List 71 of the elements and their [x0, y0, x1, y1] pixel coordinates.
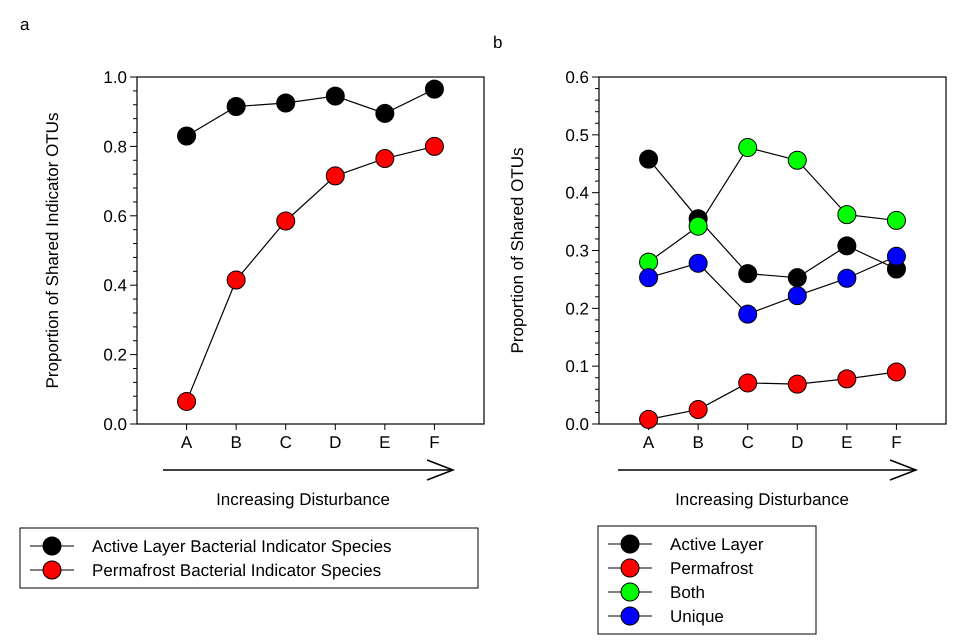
point [788, 374, 807, 394]
chart-title: a [20, 15, 30, 34]
point [639, 268, 658, 288]
legend-label: Permafrost Bacterial Indicator Species [92, 560, 382, 580]
point [639, 150, 658, 169]
y-tick-label: 0.0 [103, 414, 127, 434]
point [177, 392, 196, 411]
y-tick-label: 0.1 [565, 357, 589, 376]
y-axis-title: Proportion of Shared OTUs [508, 148, 527, 354]
point [276, 94, 296, 113]
point [738, 264, 758, 284]
y-tick-label: 0.8 [103, 137, 127, 156]
point [276, 212, 296, 230]
x-axis-title: Increasing Disturbance [216, 490, 390, 509]
point [738, 304, 758, 324]
point [688, 400, 708, 420]
x-tick-label: E [379, 433, 391, 452]
x-tick-label: D [791, 433, 804, 452]
point [886, 362, 906, 382]
point [177, 126, 196, 146]
legend-label: Both [670, 582, 705, 602]
point [738, 373, 758, 392]
point [639, 410, 658, 429]
x-tick-label: C [280, 433, 292, 452]
point [424, 136, 444, 156]
legend-label: Unique [670, 606, 724, 626]
x-axis-title: Increasing Disturbance [675, 490, 849, 509]
point [688, 254, 708, 273]
point [837, 268, 856, 288]
legend-label: Permafrost [670, 558, 754, 578]
point [424, 80, 444, 99]
point [639, 252, 658, 272]
point [326, 86, 345, 106]
x-tick-label: C [742, 433, 754, 452]
point [326, 166, 345, 186]
y-tick-label: 0.2 [565, 299, 589, 318]
point [837, 205, 856, 224]
y-tick-label: 0.0 [565, 414, 589, 434]
x-tick-label: E [841, 433, 853, 452]
point [738, 138, 758, 158]
point [226, 97, 246, 116]
y-tick-label: 0.2 [103, 346, 127, 365]
x-tick-label: A [642, 433, 655, 452]
x-tick-label: A [180, 433, 193, 452]
x-tick-label: B [230, 433, 242, 452]
y-axis-title: Proportion of Shared Indicator OTUs [43, 112, 62, 388]
point [688, 216, 708, 236]
y-tick-label: 0.5 [565, 126, 589, 145]
y-tick-label: 1.0 [103, 68, 127, 87]
point [226, 270, 246, 290]
y-tick-label: 0.4 [565, 184, 589, 203]
point [837, 369, 856, 388]
x-tick-label: F [891, 433, 902, 452]
point [886, 246, 906, 266]
point [886, 210, 906, 230]
point [788, 268, 807, 288]
y-tick-label: 0.4 [103, 276, 127, 296]
point [788, 286, 807, 306]
point [837, 236, 856, 256]
point [375, 104, 394, 123]
point [788, 150, 807, 170]
y-tick-label: 0.3 [565, 241, 589, 260]
x-tick-label: B [692, 433, 704, 452]
legend-label: Active Layer Bacterial Indicator Species [92, 536, 392, 556]
x-tick-label: D [329, 433, 342, 452]
y-tick-label: 0.6 [565, 68, 589, 87]
chart-title: b [493, 33, 502, 52]
legend-label: Active Layer [670, 534, 764, 554]
point [375, 149, 394, 168]
x-tick-label: F [429, 433, 440, 452]
y-tick-label: 0.6 [103, 206, 127, 226]
